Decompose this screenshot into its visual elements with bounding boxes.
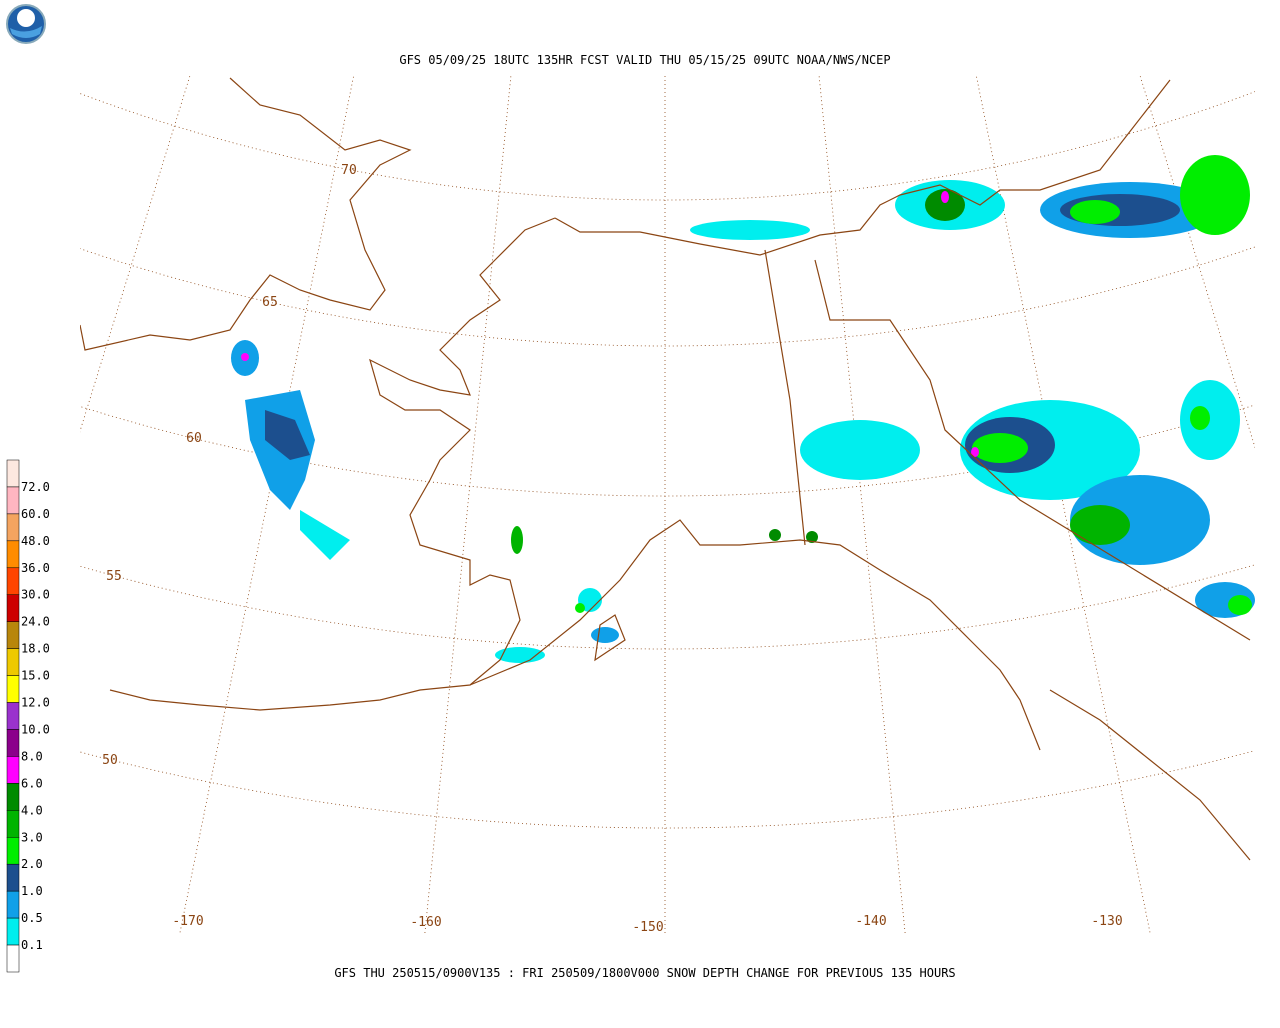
- colorbar-swatch: [6, 513, 20, 542]
- longitude-label: -160: [410, 915, 441, 930]
- colorbar-swatch: [6, 648, 20, 676]
- colorbar-label: 3.0: [21, 830, 43, 844]
- colorbar-label: 18.0: [21, 642, 50, 656]
- latitude-label: 65: [262, 295, 278, 310]
- colorbar-swatch: [6, 917, 20, 946]
- longitude-label: -150: [632, 920, 663, 935]
- latitude-label: 50: [102, 753, 118, 768]
- colorbar-swatch: [6, 729, 20, 757]
- latitude-line: [80, 563, 1255, 649]
- colorbar-swatch: [6, 459, 20, 488]
- colorbar: 72.0 60.0 48.0 36.0 30.0 24.0 18.0 15.0 12.0 10.0…: [6, 459, 50, 973]
- colorbar-swatch: [6, 675, 20, 703]
- coastlines: [80, 77, 1251, 861]
- latitude-label: 55: [106, 569, 122, 584]
- colorbar-label: 4.0: [21, 803, 43, 817]
- colorbar-label: 6.0: [21, 776, 43, 790]
- latitude-line: [80, 246, 1255, 346]
- colorbar-swatch: [6, 540, 20, 569]
- colorbar-swatch: [6, 567, 20, 595]
- precip-areas: [231, 155, 1255, 663]
- colorbar-label: 15.0: [21, 669, 50, 683]
- longitude-line: [975, 75, 1151, 935]
- latitude-label: 70: [341, 163, 357, 178]
- longitude-label: -130: [1091, 914, 1122, 929]
- colorbar-swatch: [6, 944, 20, 973]
- colorbar-swatch: [6, 702, 20, 730]
- colorbar-label: 0.5: [21, 911, 43, 925]
- longitude-label: -170: [172, 914, 203, 929]
- colorbar-swatch: [6, 621, 20, 649]
- colorbar-swatch: [6, 594, 20, 622]
- colorbar-label: 10.0: [21, 722, 50, 736]
- colorbar-label: 0.1: [21, 938, 43, 952]
- colorbar-label: 12.0: [21, 696, 50, 710]
- colorbar-swatch: [6, 863, 20, 892]
- noaa-logo: [6, 4, 46, 44]
- colorbar-swatch: [6, 756, 20, 784]
- colorbar-label: 24.0: [21, 615, 50, 629]
- colorbar-label: 48.0: [21, 534, 50, 548]
- colorbar-label: 72.0: [21, 480, 50, 494]
- colorbar-swatch: [6, 890, 20, 919]
- colorbar-label: 8.0: [21, 749, 43, 763]
- colorbar-swatch: [6, 810, 20, 838]
- map-title: GFS 05/09/25 18UTC 135HR FCST VALID THU …: [399, 53, 890, 67]
- map-footer: GFS THU 250515/0900V135 : FRI 250509/180…: [334, 966, 955, 980]
- colorbar-swatch: [6, 837, 20, 865]
- longitude-line: [818, 75, 906, 935]
- longitude-line: [424, 75, 512, 935]
- colorbar-label: 1.0: [21, 884, 43, 898]
- latitude-label: 60: [186, 431, 202, 446]
- latitude-line: [80, 91, 1255, 200]
- colorbar-swatch: [6, 783, 20, 811]
- colorbar-label: 2.0: [21, 857, 43, 871]
- colorbar-label: 30.0: [21, 588, 50, 602]
- colorbar-swatch: [6, 486, 20, 515]
- colorbar-label: 36.0: [21, 561, 50, 575]
- longitude-line: [179, 75, 355, 935]
- colorbar-label: 60.0: [21, 507, 50, 521]
- longitude-label: -140: [855, 914, 886, 929]
- grid-labels: 70 65 60 55 50 -170 -160 -150 -140 -130: [102, 163, 1122, 935]
